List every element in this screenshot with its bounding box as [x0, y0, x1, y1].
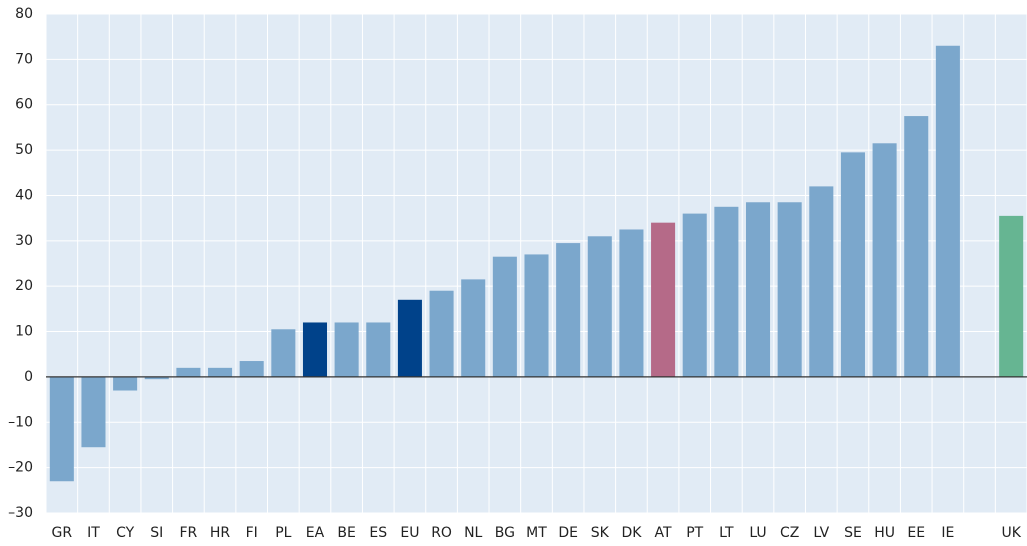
- x-tick-label: HU: [874, 525, 895, 541]
- x-tick-label: MT: [526, 525, 547, 541]
- bar: [81, 376, 106, 448]
- x-tick-label: GR: [52, 525, 73, 541]
- bar: [777, 202, 802, 377]
- bar: [619, 229, 644, 377]
- x-tick-label: PT: [686, 525, 703, 541]
- bar: [524, 254, 549, 377]
- y-tick-label: 60: [15, 97, 33, 113]
- bar: [176, 367, 201, 377]
- bar: [651, 222, 676, 377]
- x-tick-label: DE: [558, 525, 578, 541]
- x-tick-label: LT: [719, 525, 734, 541]
- bar: [809, 186, 834, 377]
- bar: [366, 322, 391, 377]
- x-tick-label: FR: [180, 525, 198, 541]
- bar: [714, 206, 739, 377]
- bar: [745, 202, 771, 377]
- bar: [397, 299, 422, 377]
- bar: [682, 213, 707, 377]
- x-tick-label: EA: [306, 525, 325, 541]
- y-tick-label: 50: [15, 142, 33, 158]
- y-tick-label: –20: [8, 460, 33, 476]
- y-tick-label: 10: [15, 324, 33, 340]
- y-tick-label: 20: [15, 278, 33, 294]
- bar: [302, 322, 328, 377]
- bar: [556, 243, 581, 377]
- x-tick-label: SI: [150, 525, 163, 541]
- bar: [904, 116, 929, 377]
- y-tick-label: 0: [24, 369, 33, 385]
- bar: [334, 322, 359, 377]
- y-tick-label: 40: [15, 187, 33, 203]
- x-tick-label: EE: [907, 525, 925, 541]
- x-tick-label: UK: [1001, 525, 1021, 541]
- x-tick-label: CZ: [780, 525, 799, 541]
- y-tick-label: 80: [15, 6, 33, 22]
- y-tick-label: –10: [8, 414, 33, 430]
- x-tick-label: DK: [621, 525, 642, 541]
- x-tick-label: SK: [591, 525, 610, 541]
- bar: [587, 236, 612, 377]
- x-tick-label: ES: [369, 525, 387, 541]
- x-tick-label: BE: [337, 525, 355, 541]
- x-tick-label: CY: [116, 525, 135, 541]
- bar: [492, 256, 517, 377]
- x-tick-label: HR: [210, 525, 231, 541]
- bar: [840, 152, 865, 377]
- y-tick-label: 30: [15, 233, 33, 249]
- x-tick-label: EU: [400, 525, 419, 541]
- x-tick-label: FI: [246, 525, 258, 541]
- x-tick-label: IT: [87, 525, 100, 541]
- bar: [113, 376, 138, 391]
- bar: [144, 376, 169, 380]
- bar: [872, 143, 897, 377]
- x-tick-label: SE: [844, 525, 862, 541]
- bar: [49, 376, 74, 482]
- bar: [461, 279, 486, 377]
- x-tick-label: PL: [275, 525, 291, 541]
- x-tick-label: BG: [495, 525, 515, 541]
- bar: [999, 215, 1024, 377]
- x-tick-label: NL: [464, 525, 482, 541]
- x-tick-label: LV: [813, 525, 829, 541]
- bar: [935, 45, 960, 377]
- y-tick-label: 70: [15, 51, 33, 67]
- y-tick-label: –30: [8, 505, 33, 521]
- bar: [239, 361, 264, 377]
- x-tick-label: AT: [655, 525, 672, 541]
- bar: [429, 290, 454, 377]
- bar: [208, 367, 233, 377]
- x-tick-label: IE: [941, 525, 954, 541]
- bar: [271, 329, 296, 377]
- x-tick-label: RO: [431, 525, 452, 541]
- x-tick-label: LU: [749, 525, 766, 541]
